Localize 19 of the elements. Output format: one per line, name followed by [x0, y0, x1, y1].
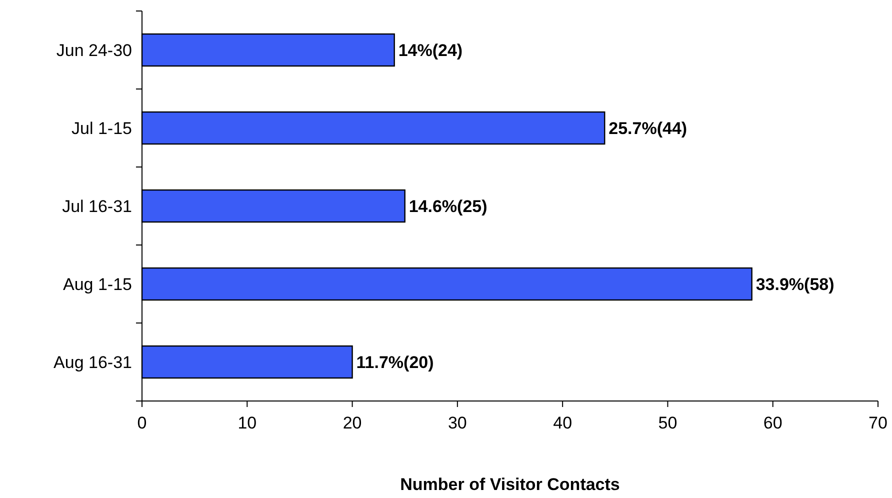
x-tick-label: 10	[238, 414, 257, 433]
x-axis-title: Number of Visitor Contacts	[400, 475, 620, 494]
y-tick-label: Aug 16-31	[54, 352, 132, 372]
x-tick-label: 70	[868, 414, 888, 433]
data-label: 25.7%(44)	[608, 118, 688, 138]
y-tick-label: Jul 16-31	[62, 196, 132, 216]
y-tick-label: Aug 1-15	[63, 274, 132, 294]
x-tick-label: 40	[553, 414, 572, 433]
y-tick-label: Jun 24-30	[56, 40, 132, 60]
x-tick-label: 50	[658, 414, 678, 433]
x-tick-label: 20	[342, 414, 362, 433]
y-tick-label: Jul 1-15	[72, 118, 132, 138]
x-tick-label: 60	[763, 414, 782, 433]
x-tick-label: 0	[137, 414, 147, 433]
data-label: 33.9%(58)	[756, 274, 834, 294]
x-tick-label: 30	[448, 414, 467, 433]
data-label: 11.7%(20)	[356, 352, 434, 372]
data-label: 14.6%(25)	[408, 196, 488, 216]
data-label: 14%(24)	[398, 40, 463, 60]
